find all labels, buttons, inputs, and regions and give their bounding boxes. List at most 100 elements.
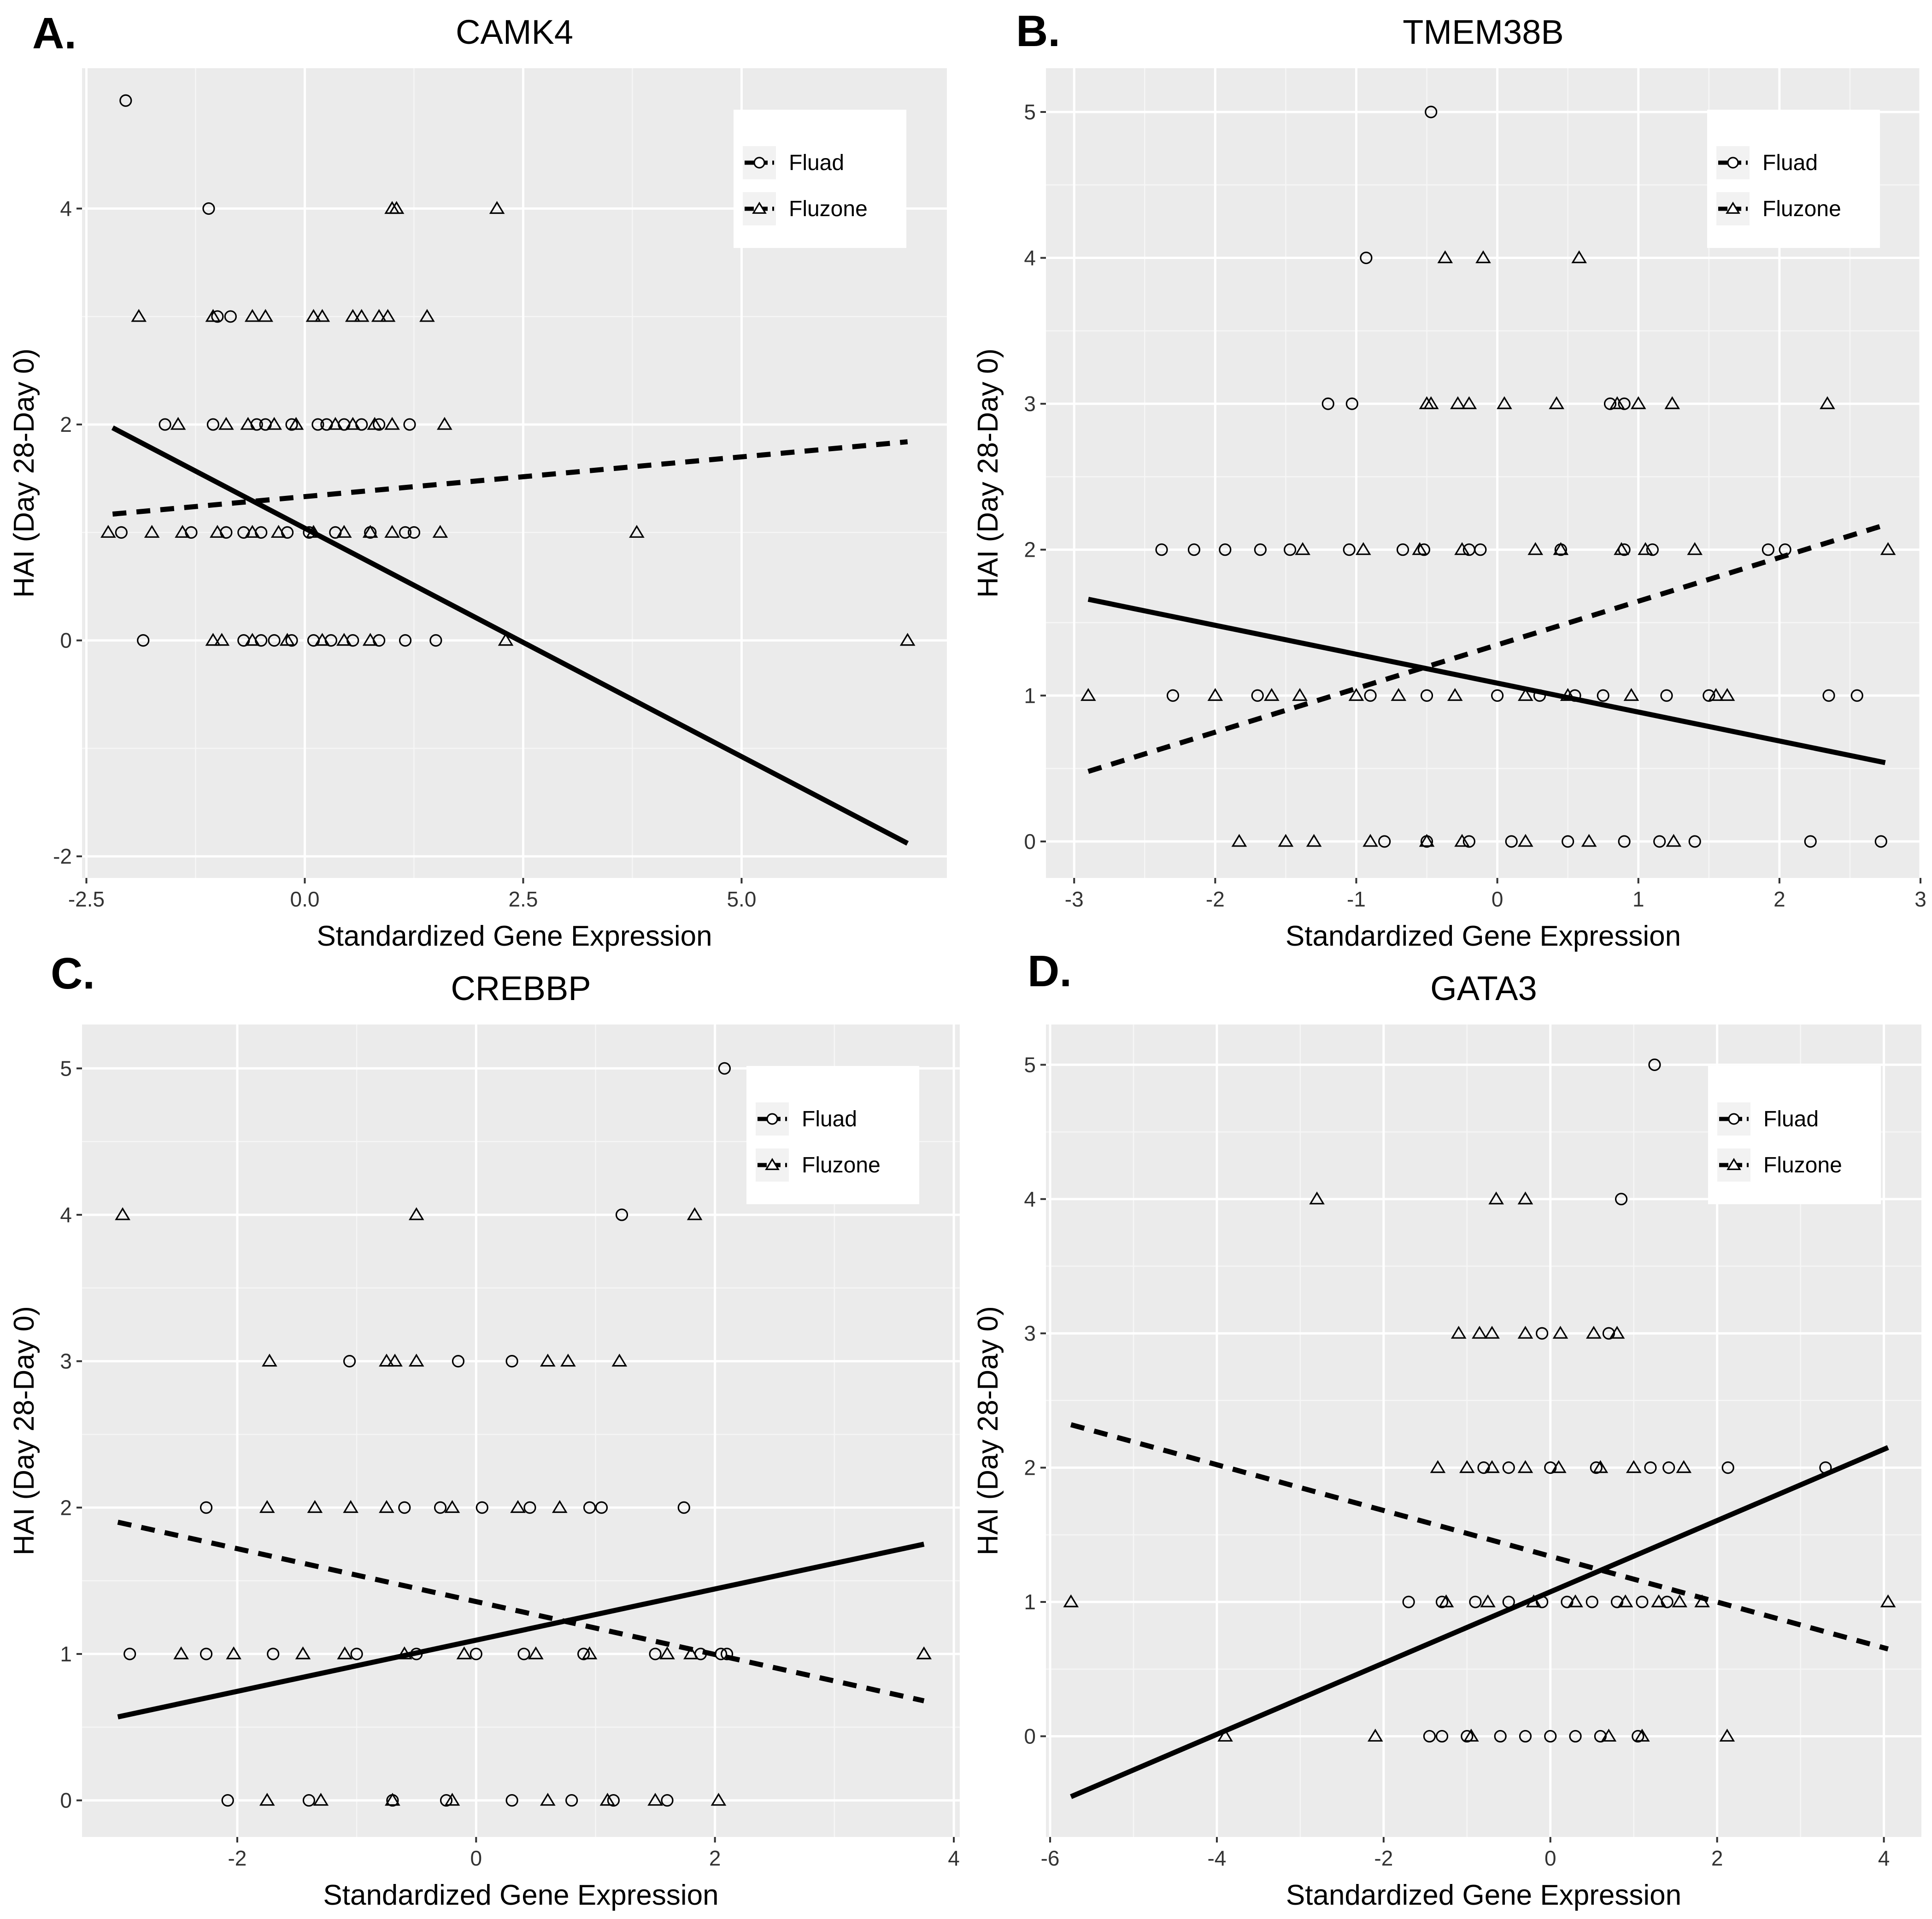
fluzone-point [1676, 1460, 1692, 1473]
fluzone-point [916, 1646, 932, 1660]
legend-label: Fluad [1763, 1107, 1819, 1131]
legend-key-marker [753, 157, 765, 169]
fluzone-point [436, 417, 452, 430]
fluzone-point [173, 1646, 189, 1660]
fluad-point [1187, 543, 1201, 556]
legend-label: Fluzone [1762, 197, 1841, 221]
x-tick-label: 4 [1878, 1846, 1890, 1870]
fluad-point [399, 634, 412, 647]
panel-1: -2.5 0.0 2.5 5.0 -2 0 2 4 Fluad Fluzone CAMK4 A. Sta… [8, 9, 947, 952]
panel-4: -6 -4 -2 0 2 4 0 1 2 3 4 5 Fluad Fluzone GATA3 D. Standa… [972, 947, 1921, 1911]
fluad-point [1688, 835, 1701, 848]
fluad-point [1661, 1595, 1674, 1608]
legend-key-marker [766, 1113, 778, 1125]
fluad-point [1648, 1058, 1661, 1071]
fluzone-point [345, 309, 361, 322]
fluzone-point [1626, 1460, 1642, 1473]
fluzone-point [380, 309, 396, 322]
fluzone-point [244, 633, 260, 646]
fluad-point [476, 1501, 488, 1514]
fluzone-point [611, 1354, 628, 1367]
fluzone-point [1295, 542, 1310, 555]
legend-key-marker [1726, 201, 1740, 214]
fluzone-point [1497, 396, 1512, 409]
legend-key-marker [1727, 157, 1739, 169]
fluad-point [398, 1501, 411, 1514]
fluad-point [1155, 543, 1168, 556]
fluzone-point [498, 633, 514, 646]
fluad-point [595, 1501, 608, 1514]
fluzone-point [1367, 1729, 1383, 1742]
y-tick-label: 2 [60, 412, 72, 436]
fluzone-point [307, 1500, 323, 1513]
fluzone-point [408, 1207, 424, 1220]
fluad-point [452, 1355, 465, 1368]
fluzone-point [1638, 542, 1653, 555]
fluzone-point [1484, 1325, 1500, 1339]
fluad-point [206, 418, 219, 431]
fluzone-point [1880, 542, 1896, 555]
panel-title: CAMK4 [456, 13, 573, 51]
fluad-point [267, 1648, 280, 1660]
fluzone-point [144, 524, 160, 538]
fluzone-fit-line [111, 425, 909, 846]
fluad-point [1536, 1327, 1549, 1340]
fluad-point [1721, 1461, 1734, 1474]
fluad-point [1562, 835, 1574, 848]
fluzone-point [659, 1646, 675, 1660]
fluzone-point [336, 633, 352, 646]
fluzone-point [1463, 1729, 1479, 1742]
fluad-point [577, 1648, 590, 1660]
panel-letter: D. [1028, 947, 1072, 996]
fluzone-point [240, 417, 256, 430]
y-tick-label: 1 [1024, 1590, 1036, 1614]
fluzone-point [226, 1646, 241, 1660]
fluad-point [1597, 689, 1609, 702]
fluzone-point [1412, 542, 1428, 555]
x-tick-label: -2 [1374, 1846, 1393, 1870]
fluad-point [224, 310, 237, 323]
fluzone-point [259, 1500, 275, 1513]
fluad-point [470, 1648, 482, 1660]
fluad-point [137, 634, 150, 647]
fluad-point [1544, 1461, 1557, 1474]
fluzone-point [1480, 1594, 1496, 1607]
y-tick-label: -2 [53, 844, 72, 868]
legend-label: Fluzone [789, 197, 868, 221]
fluzone-point [259, 1793, 275, 1806]
fluzone-point [262, 1354, 277, 1367]
x-tick-label: -3 [1065, 887, 1084, 911]
fluad-point [1615, 1193, 1628, 1206]
fluzone-point [1517, 1325, 1533, 1339]
fluzone-point [1355, 542, 1371, 555]
fluad-fit-line [1087, 522, 1886, 774]
fluad-point [1166, 689, 1180, 702]
fluad-point [1822, 689, 1835, 702]
x-tick-label: -2 [1206, 887, 1225, 911]
fluzone-point [1278, 834, 1294, 847]
fluzone-point [1527, 542, 1544, 555]
fluzone-point [1609, 396, 1625, 409]
fluzone-point [1571, 250, 1587, 264]
fluad-point [1602, 1327, 1615, 1340]
fluzone-point [528, 1646, 544, 1660]
fluad-point [1660, 689, 1673, 702]
fluad-point [1644, 1461, 1657, 1474]
series-fluzone [115, 1207, 932, 1806]
fluzone-point [210, 524, 225, 538]
fluzone-point [244, 524, 260, 538]
x-tick-label: 3 [1914, 887, 1926, 911]
fluzone-point [1306, 834, 1322, 847]
fluad-point [1474, 543, 1487, 556]
panel-3: -2 0 2 4 0 1 2 3 4 5 Fluad Fluzone CREBBP C. Standardi… [8, 949, 960, 1911]
fluzone-point [1708, 688, 1724, 701]
fluzone-point [1719, 1729, 1735, 1742]
fluzone-point [647, 1793, 663, 1806]
x-axis-label: Standardized Gene Expression [1286, 920, 1681, 952]
fluad-point [565, 1794, 578, 1807]
fluzone-point [258, 309, 273, 322]
x-tick-label: 2 [709, 1846, 721, 1870]
y-tick-label: 4 [60, 1203, 72, 1227]
fluad-point [1519, 1730, 1532, 1743]
